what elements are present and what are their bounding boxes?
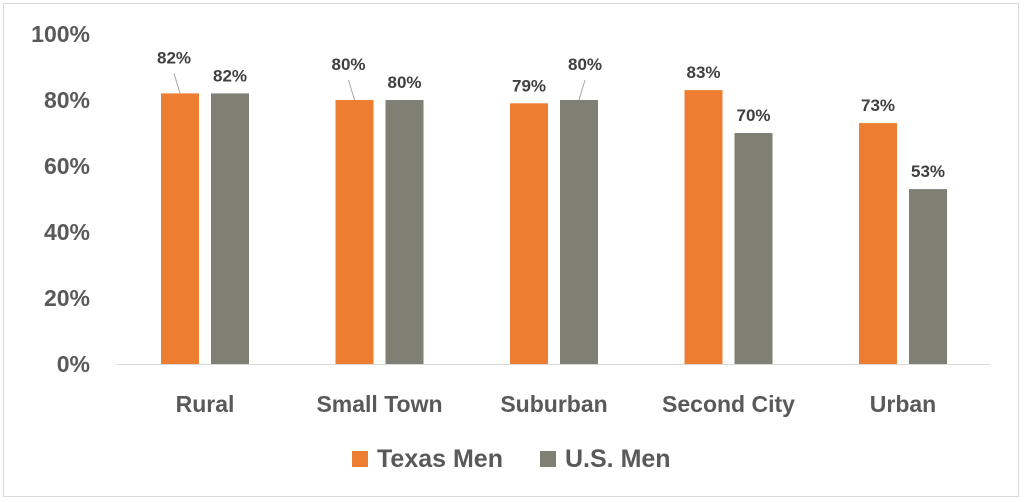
legend-swatch: [352, 451, 368, 467]
y-tick-label: 100%: [31, 21, 90, 47]
bar-texas-men: [684, 90, 723, 364]
bar-u-s-men: [385, 100, 424, 364]
data-label-leader-line: [348, 79, 355, 101]
x-category-label: Suburban: [500, 391, 607, 417]
legend-label: Texas Men: [377, 445, 503, 473]
bar-texas-men: [859, 123, 897, 364]
data-label: 82%: [157, 48, 191, 67]
bar-u-s-men: [734, 133, 773, 364]
bar-texas-men: [161, 93, 199, 365]
x-category-label: Urban: [870, 391, 936, 417]
data-label: 80%: [568, 55, 602, 74]
data-label: 83%: [686, 63, 720, 82]
y-tick-label: 40%: [44, 219, 90, 245]
y-tick-label: 80%: [44, 87, 90, 113]
x-category-label: Second City: [662, 391, 795, 417]
data-label: 82%: [213, 66, 247, 85]
y-tick-label: 60%: [44, 153, 90, 179]
data-label: 79%: [512, 76, 546, 95]
bar-u-s-men: [909, 189, 947, 364]
data-label: 73%: [861, 96, 895, 115]
data-label: 70%: [736, 106, 770, 125]
x-category-label: Small Town: [316, 391, 442, 417]
bar-texas-men: [510, 103, 548, 365]
y-tick-label: 0%: [57, 351, 90, 377]
legend-swatch: [540, 451, 556, 467]
data-label-leader-line: [173, 73, 181, 94]
data-label: 80%: [331, 55, 365, 74]
legend-label: U.S. Men: [565, 445, 671, 473]
data-label: 80%: [387, 73, 421, 92]
bar-u-s-men: [560, 100, 598, 364]
data-label: 53%: [911, 162, 945, 181]
y-tick-label: 20%: [44, 285, 90, 311]
bar-texas-men: [335, 100, 374, 364]
chart-frame: [3, 3, 1019, 497]
bar-u-s-men: [211, 93, 249, 365]
x-category-label: Rural: [176, 391, 235, 417]
data-label-leader-line: [578, 79, 586, 101]
